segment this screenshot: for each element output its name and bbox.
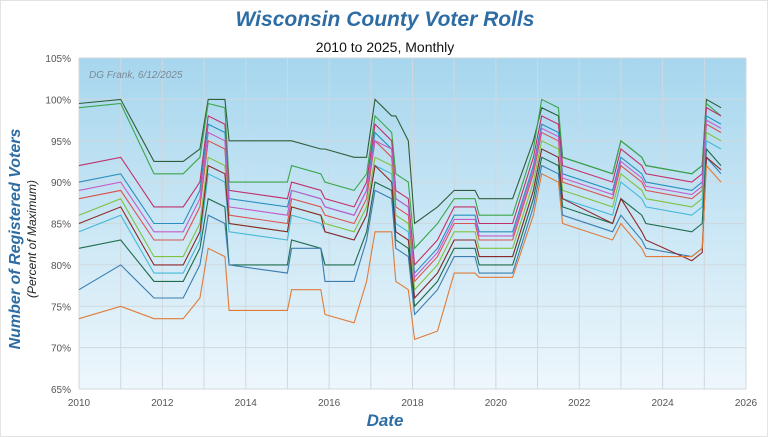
x-tick-label: 2020 — [485, 398, 508, 409]
series-line-county-f — [78, 131, 722, 291]
x-tick-label: 2010 — [68, 398, 91, 409]
x-tick-label: 2018 — [401, 398, 424, 409]
y-tick-label: 105% — [45, 54, 71, 65]
series-line-county-j — [78, 155, 722, 316]
y-tick-label: 100% — [45, 95, 71, 106]
x-tick-label: 2022 — [568, 398, 591, 409]
x-tick-label: 2026 — [735, 398, 758, 409]
y-tick-label: 95% — [51, 137, 71, 148]
series-line-county-b — [78, 98, 722, 250]
series-line-county-k — [78, 148, 722, 300]
y-axis-label: Number of Registered Voters (Percent of … — [7, 99, 39, 379]
series-line-county-e — [78, 123, 722, 283]
series-line-county-h — [78, 119, 722, 279]
chart-subtitle: 2010 to 2025, Monthly — [315, 39, 455, 55]
y-tick-label: 80% — [51, 261, 71, 272]
y-axis-subtitle: (Percent of Maximum) — [25, 179, 39, 299]
chart-title: Wisconsin County Voter Rolls — [235, 8, 535, 31]
x-axis-label: Date — [366, 411, 404, 430]
x-tick-label: 2016 — [318, 398, 341, 409]
series-line-county-i — [78, 147, 722, 308]
y-axis-title: Number of Registered Voters — [7, 128, 24, 350]
x-tick-label: 2012 — [151, 398, 174, 409]
y-tick-label: 70% — [51, 344, 71, 355]
y-tick-label: 75% — [51, 302, 71, 313]
author-annotation: DG Frank, 6/12/2025 — [89, 70, 183, 81]
y-tick-label: 85% — [51, 220, 71, 231]
y-tick-label: 90% — [51, 178, 71, 189]
x-tick-label: 2014 — [235, 398, 258, 409]
y-tick-label: 65% — [51, 385, 71, 396]
series-line-county-l — [78, 164, 722, 341]
series-line-county-c — [78, 106, 722, 267]
x-tick-label: 2024 — [652, 398, 675, 409]
